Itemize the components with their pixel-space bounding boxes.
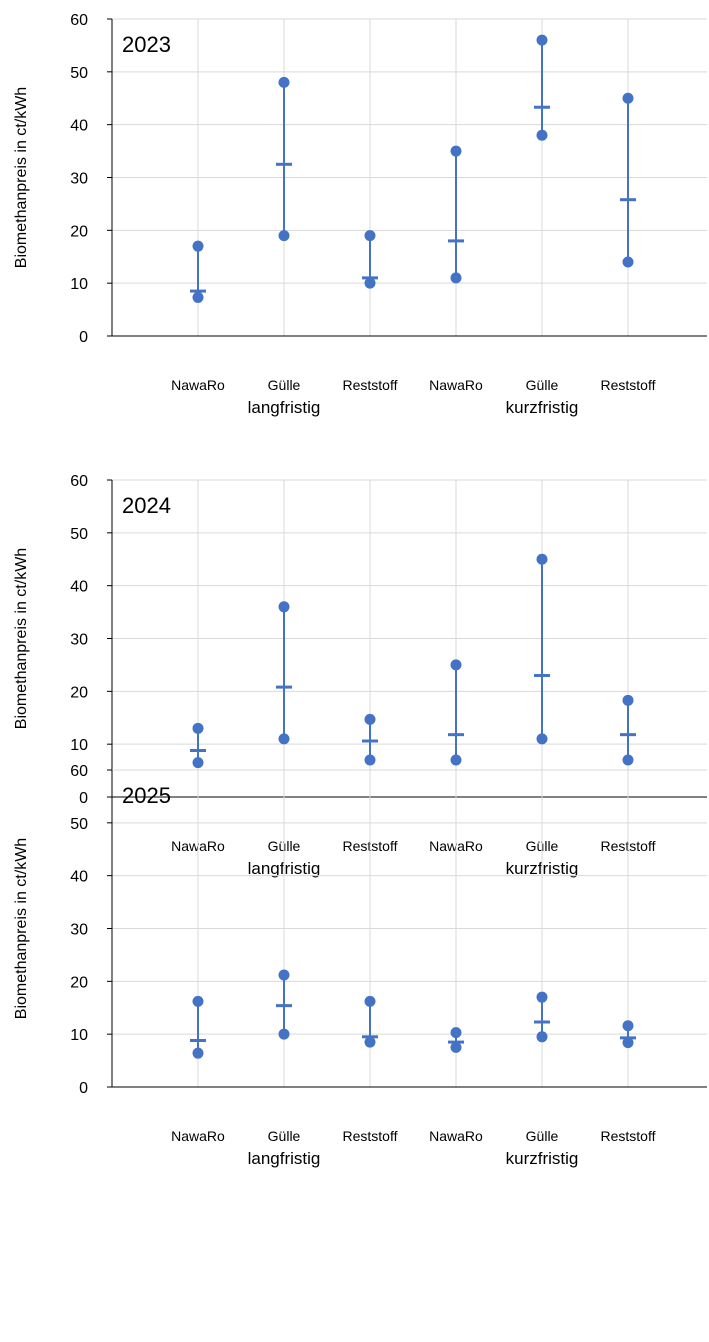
category-label: Gülle xyxy=(268,377,301,393)
min-point xyxy=(192,757,204,769)
category-label: NawaRo xyxy=(429,377,483,393)
max-point xyxy=(622,1020,634,1032)
category-label: Reststoff xyxy=(343,1128,398,1144)
max-point xyxy=(278,969,290,981)
y-tick-label: 60 xyxy=(70,12,88,29)
min-point xyxy=(278,1028,290,1040)
chart-panel-2023: 0 10 20 30 40 50 60 Biomethanpreis in ct/kWh 202… xyxy=(13,12,707,417)
min-point xyxy=(192,291,204,303)
min-point xyxy=(278,733,290,745)
min-point xyxy=(364,1036,376,1048)
max-point xyxy=(192,995,204,1007)
y-tick-label: 10 xyxy=(70,737,88,754)
group-label: langfristig xyxy=(248,398,321,417)
y-tick-label: 30 xyxy=(70,922,88,939)
max-point xyxy=(364,995,376,1007)
max-point xyxy=(364,713,376,725)
y-tick-label: 40 xyxy=(70,579,88,596)
y-tick-label: 0 xyxy=(79,790,88,807)
min-point xyxy=(192,1047,204,1059)
min-point xyxy=(450,272,462,284)
y-tick-label: 40 xyxy=(70,869,88,886)
group-label: kurzfristig xyxy=(506,1149,579,1168)
y-axis-title: Biomethanpreis in ct/kWh xyxy=(13,87,30,268)
y-tick-label: 50 xyxy=(70,526,88,543)
max-point xyxy=(192,722,204,734)
max-point xyxy=(536,991,548,1003)
category-label: NawaRo xyxy=(171,1128,225,1144)
category-label: Gülle xyxy=(526,377,559,393)
y-tick-label: 40 xyxy=(70,118,88,135)
min-point xyxy=(450,1041,462,1053)
chart-panel-2025: 0 10 20 30 40 50 60 Biomethanpreis in ct/kWh 202… xyxy=(13,763,707,1168)
y-tick-label: 10 xyxy=(70,276,88,293)
min-point xyxy=(622,754,634,766)
group-label: langfristig xyxy=(248,1149,321,1168)
category-label: Gülle xyxy=(526,1128,559,1144)
max-point xyxy=(450,145,462,157)
max-point xyxy=(622,694,634,706)
y-tick-label: 60 xyxy=(70,763,88,780)
y-tick-label: 0 xyxy=(79,329,88,346)
min-point xyxy=(364,277,376,289)
max-point xyxy=(278,76,290,88)
group-label: kurzfristig xyxy=(506,398,579,417)
max-point xyxy=(364,230,376,242)
chart-year-label: 2024 xyxy=(122,493,171,518)
y-axis-title: Biomethanpreis in ct/kWh xyxy=(13,838,30,1019)
max-point xyxy=(278,601,290,613)
min-point xyxy=(622,1037,634,1049)
chart-year-label: 2025 xyxy=(122,783,171,808)
min-point xyxy=(364,754,376,766)
max-point xyxy=(450,659,462,671)
y-tick-label: 20 xyxy=(70,974,88,991)
y-tick-label: 50 xyxy=(70,65,88,82)
category-label: Reststoff xyxy=(343,377,398,393)
category-label: Reststoff xyxy=(601,1128,656,1144)
y-tick-label: 30 xyxy=(70,632,88,649)
max-point xyxy=(192,240,204,252)
y-tick-label: 20 xyxy=(70,684,88,701)
min-point xyxy=(278,230,290,242)
max-point xyxy=(622,92,634,104)
min-point xyxy=(450,754,462,766)
y-tick-label: 0 xyxy=(79,1080,88,1097)
category-label: NawaRo xyxy=(429,1128,483,1144)
category-label: NawaRo xyxy=(171,377,225,393)
max-point xyxy=(536,553,548,565)
min-point xyxy=(536,1031,548,1043)
y-axis-title: Biomethanpreis in ct/kWh xyxy=(13,548,30,729)
y-tick-label: 30 xyxy=(70,171,88,188)
y-tick-label: 50 xyxy=(70,816,88,833)
y-tick-label: 60 xyxy=(70,473,88,490)
category-label: Gülle xyxy=(268,1128,301,1144)
chart-panel-2024: 0 10 20 30 40 50 60 Biomethanpreis in ct/kWh 202… xyxy=(13,473,707,878)
max-point xyxy=(536,34,548,46)
min-point xyxy=(622,256,634,268)
y-tick-label: 20 xyxy=(70,223,88,240)
min-point xyxy=(536,129,548,141)
chart-year-label: 2023 xyxy=(122,32,171,57)
max-point xyxy=(450,1027,462,1039)
category-label: Reststoff xyxy=(601,377,656,393)
y-tick-label: 10 xyxy=(70,1027,88,1044)
min-point xyxy=(536,733,548,745)
